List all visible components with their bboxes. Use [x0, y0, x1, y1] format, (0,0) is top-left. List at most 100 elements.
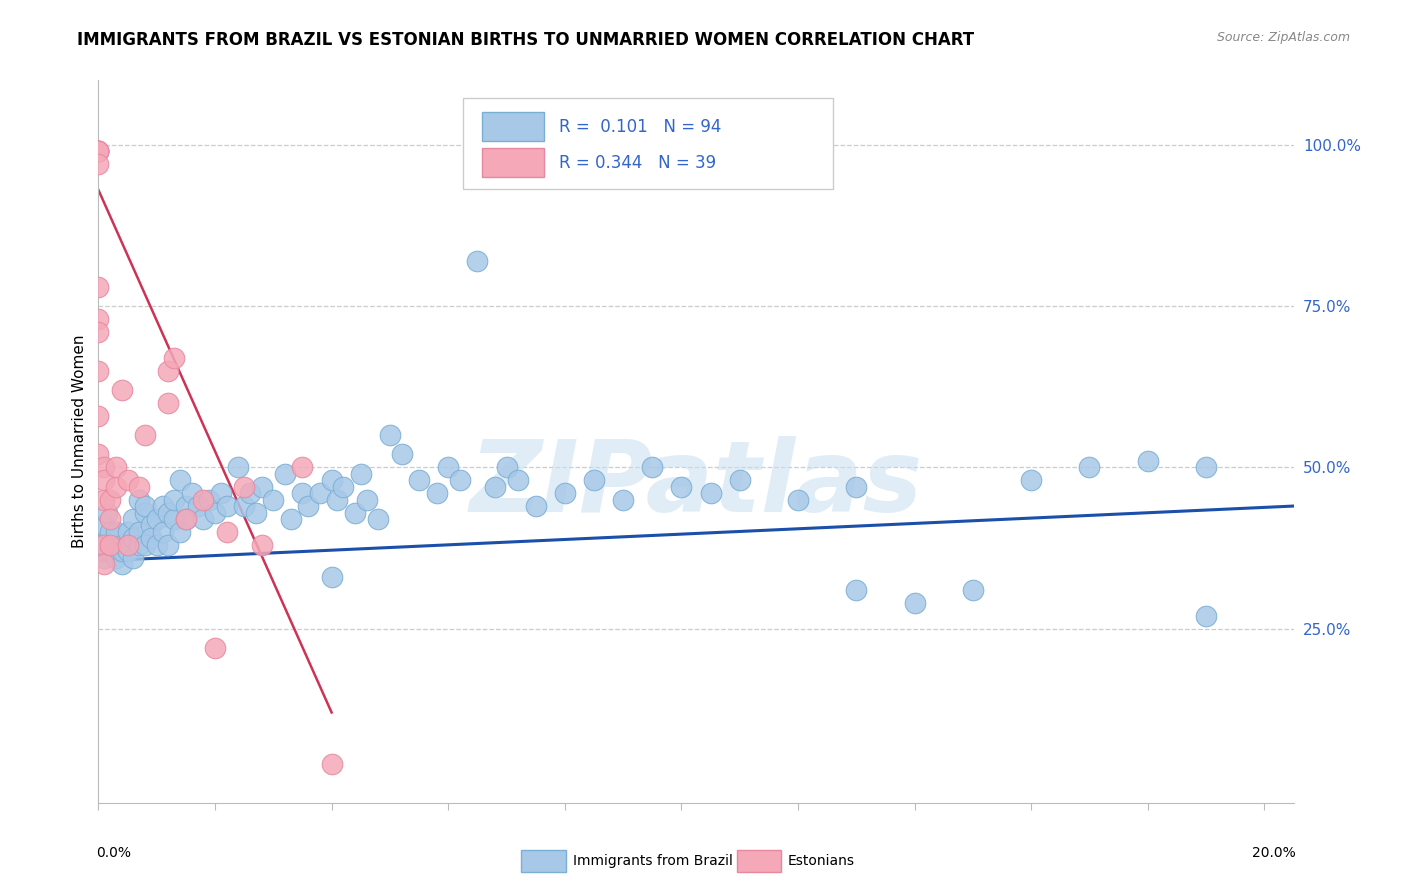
Point [367, 512, 389, 526]
Text: Immigrants from Brazil: Immigrants from Brazil [572, 855, 733, 868]
Point [93, 550, 115, 565]
Point [343, 506, 366, 520]
Point [239, 486, 262, 500]
Point [174, 499, 197, 513]
Point [163, 492, 186, 507]
Point [104, 480, 127, 494]
Point [699, 486, 721, 500]
Point [671, 480, 693, 494]
Point [87, 145, 110, 159]
Point [174, 512, 197, 526]
Point [186, 499, 208, 513]
Point [93, 538, 115, 552]
Point [93, 518, 115, 533]
Point [134, 506, 156, 520]
Text: IMMIGRANTS FROM BRAZIL VS ESTONIAN BIRTHS TO UNMARRIED WOMEN CORRELATION CHART: IMMIGRANTS FROM BRAZIL VS ESTONIAN BIRTH… [77, 31, 974, 49]
Text: R =  0.101   N = 94: R = 0.101 N = 94 [558, 118, 721, 136]
Point [98, 492, 121, 507]
Point [87, 145, 110, 159]
Point [152, 524, 174, 539]
Point [98, 538, 121, 552]
Point [845, 480, 868, 494]
Point [204, 506, 226, 520]
Point [169, 473, 191, 487]
Text: Estonians: Estonians [787, 855, 855, 868]
FancyBboxPatch shape [737, 850, 780, 872]
Point [157, 506, 180, 520]
Point [321, 757, 343, 772]
Point [508, 473, 530, 487]
Point [215, 524, 238, 539]
Point [903, 596, 925, 610]
Point [104, 531, 127, 545]
Text: R = 0.344   N = 39: R = 0.344 N = 39 [558, 153, 716, 171]
Point [128, 492, 150, 507]
Point [104, 544, 127, 558]
Point [1078, 460, 1101, 475]
Point [163, 351, 186, 365]
Point [209, 486, 232, 500]
Point [87, 409, 110, 423]
Point [87, 312, 110, 326]
Point [408, 473, 430, 487]
Point [291, 460, 314, 475]
Point [356, 492, 378, 507]
Point [169, 524, 191, 539]
Point [245, 506, 267, 520]
Point [233, 480, 256, 494]
Point [326, 492, 349, 507]
Point [145, 538, 167, 552]
Point [274, 467, 297, 481]
Point [93, 492, 115, 507]
Point [93, 473, 115, 487]
Point [495, 460, 517, 475]
FancyBboxPatch shape [482, 112, 544, 141]
Point [641, 460, 664, 475]
Text: Source: ZipAtlas.com: Source: ZipAtlas.com [1216, 31, 1350, 45]
Point [1019, 473, 1042, 487]
Point [98, 512, 121, 526]
Point [262, 492, 284, 507]
Point [291, 486, 314, 500]
Point [484, 480, 506, 494]
Point [134, 428, 156, 442]
Point [96, 506, 118, 520]
Point [297, 499, 319, 513]
Point [1136, 454, 1159, 468]
Point [554, 486, 576, 500]
Point [90, 538, 112, 552]
Point [87, 325, 110, 339]
Point [163, 512, 186, 526]
Point [193, 492, 215, 507]
Point [1195, 460, 1218, 475]
Point [98, 524, 121, 539]
Point [157, 363, 180, 377]
Point [139, 518, 162, 533]
Point [233, 499, 256, 513]
Point [139, 531, 162, 545]
Point [962, 582, 984, 597]
Point [87, 279, 110, 293]
Point [122, 531, 145, 545]
Point [87, 145, 110, 159]
Point [117, 473, 139, 487]
Point [467, 254, 489, 268]
Point [134, 538, 156, 552]
Point [378, 428, 401, 442]
Point [728, 473, 751, 487]
Point [332, 480, 354, 494]
Point [449, 473, 471, 487]
Point [198, 492, 221, 507]
Point [122, 550, 145, 565]
Point [145, 512, 167, 526]
Point [111, 557, 134, 571]
Point [787, 492, 810, 507]
Point [98, 538, 121, 552]
Text: 0.0%: 0.0% [96, 847, 131, 860]
Point [104, 524, 127, 539]
Point [128, 538, 150, 552]
Point [111, 544, 134, 558]
Point [104, 550, 127, 565]
Point [87, 363, 110, 377]
Point [93, 557, 115, 571]
